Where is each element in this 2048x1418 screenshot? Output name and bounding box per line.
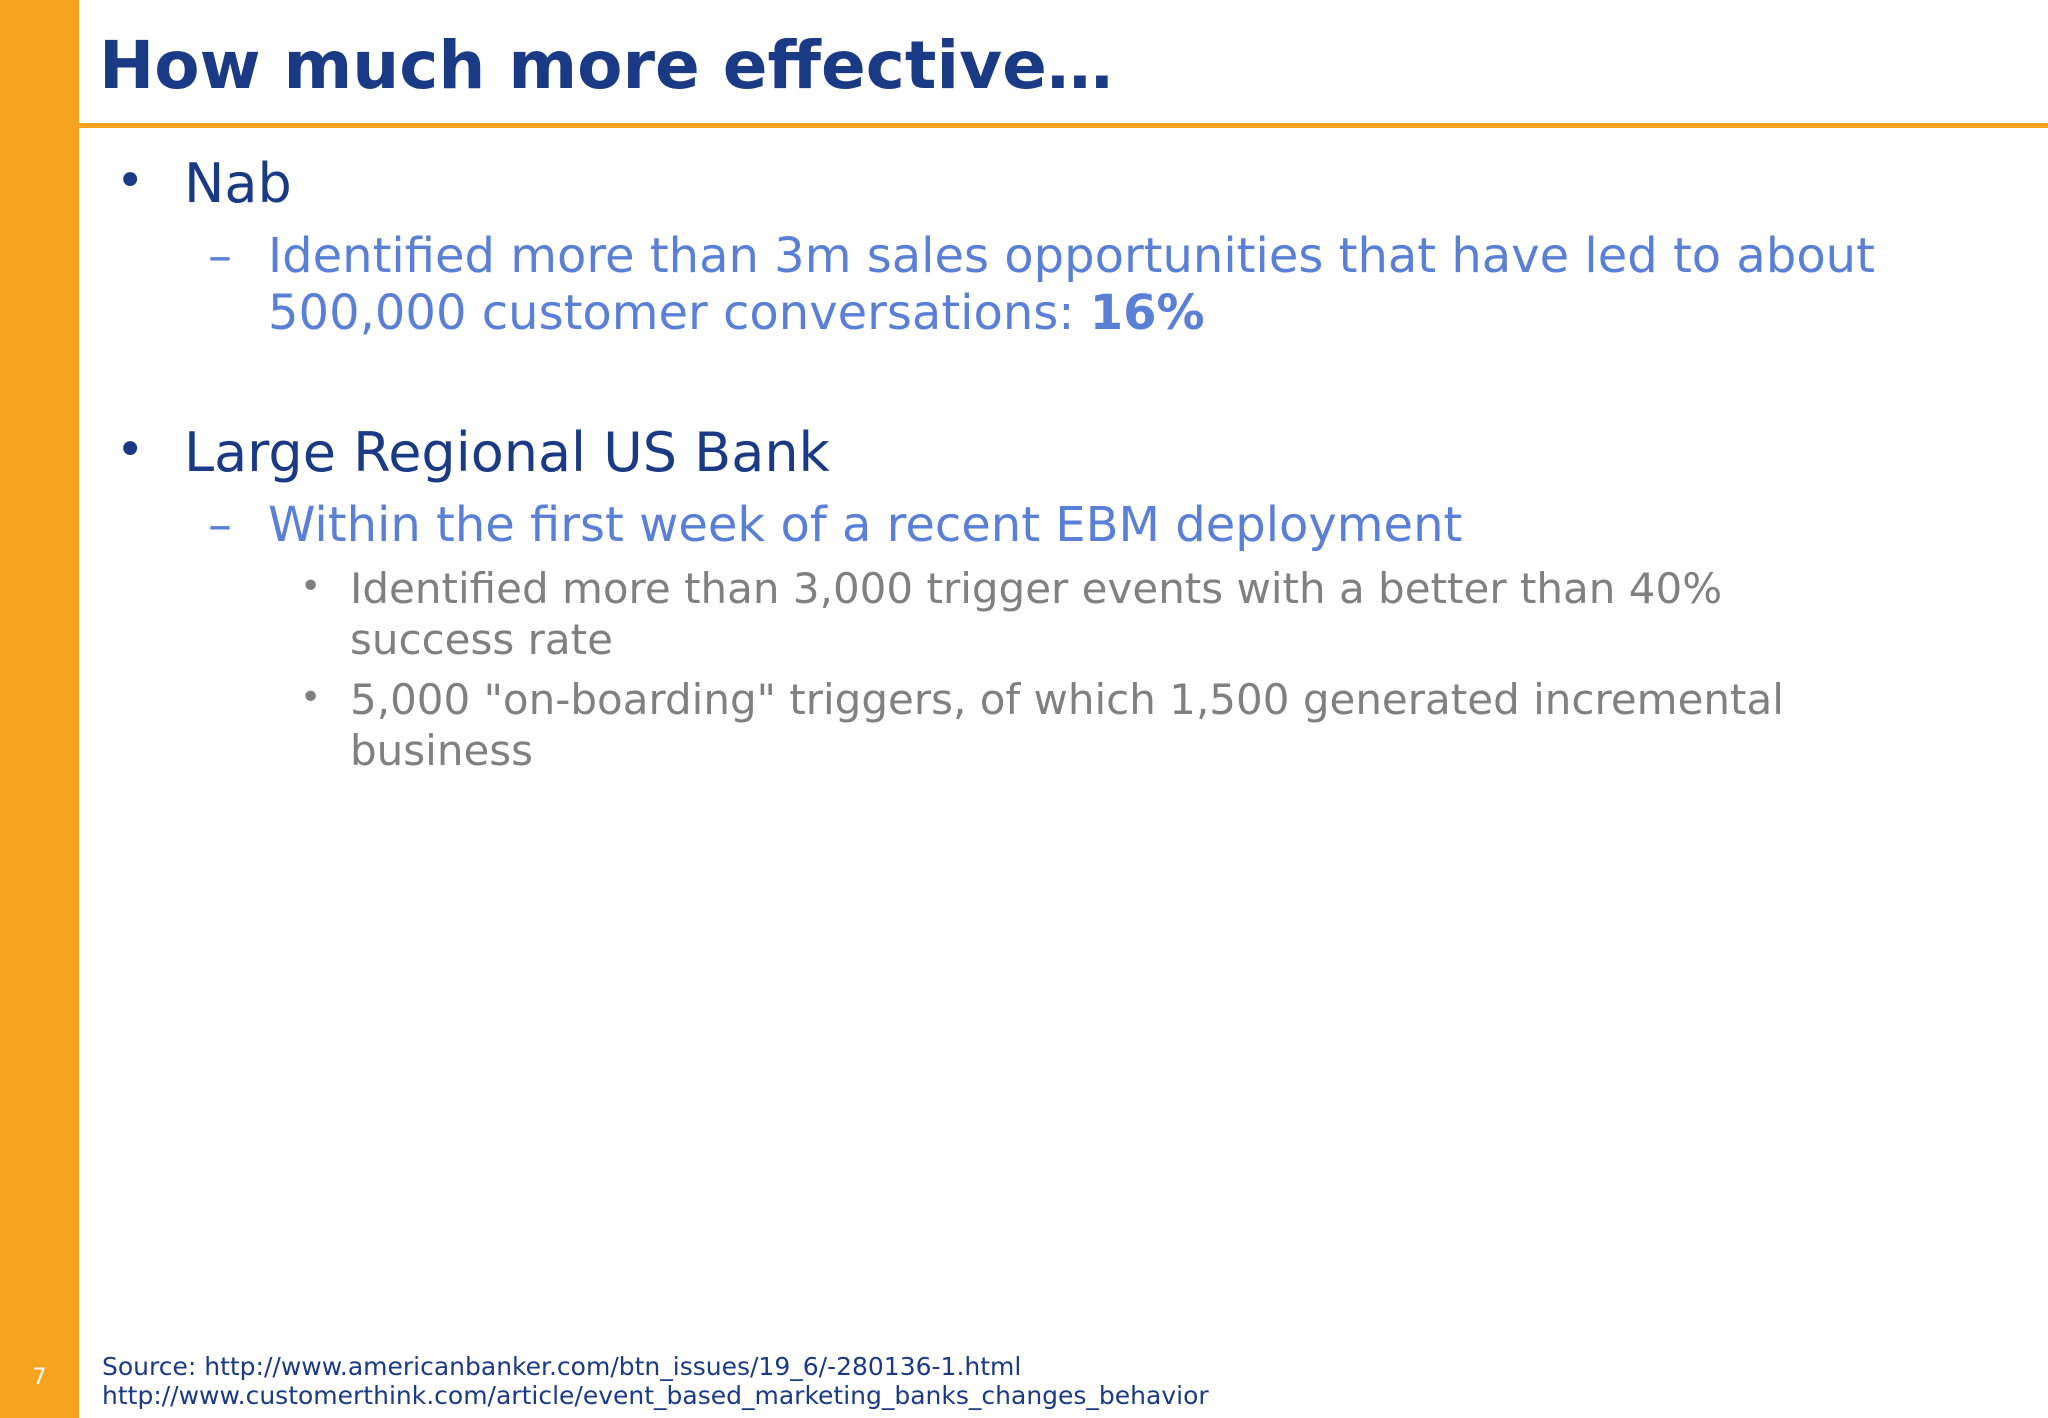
dash-icon: – <box>208 228 232 284</box>
source-line-1: Source: http://www.americanbanker.com/bt… <box>102 1352 1022 1381</box>
emphasis-percentage: 16% <box>1089 285 1205 341</box>
page-number: 7 <box>32 1365 47 1390</box>
bullet-text: Large Regional US Bank <box>184 421 830 484</box>
sub-sub-bullet-text: Identified more than 3,000 trigger event… <box>350 564 1723 664</box>
side-accent-bar <box>0 0 79 1418</box>
dash-icon: – <box>208 497 232 553</box>
slide-title: How much more effective… <box>99 27 1113 104</box>
source-citation: Source: http://www.americanbanker.com/bt… <box>102 1352 1209 1410</box>
bullet-dot-icon: • <box>300 566 322 607</box>
bullet-dot-icon: • <box>116 422 145 478</box>
sub-bullet-body: Identified more than 3m sales opportunit… <box>268 228 1875 341</box>
sub-bullet-text: Within the first week of a recent EBM de… <box>268 497 1463 553</box>
bullet-dot-icon: • <box>116 153 145 209</box>
bullet-dot-icon: • <box>300 677 322 718</box>
sub-bullet-text: Identified more than 3m sales opportunit… <box>268 228 1968 342</box>
title-divider <box>79 123 2048 128</box>
bullet-text: Nab <box>184 152 292 215</box>
sub-sub-bullet-text: 5,000 "on-boarding" triggers, of which 1… <box>350 675 1784 775</box>
source-line-2: http://www.customerthink.com/article/eve… <box>102 1381 1209 1410</box>
